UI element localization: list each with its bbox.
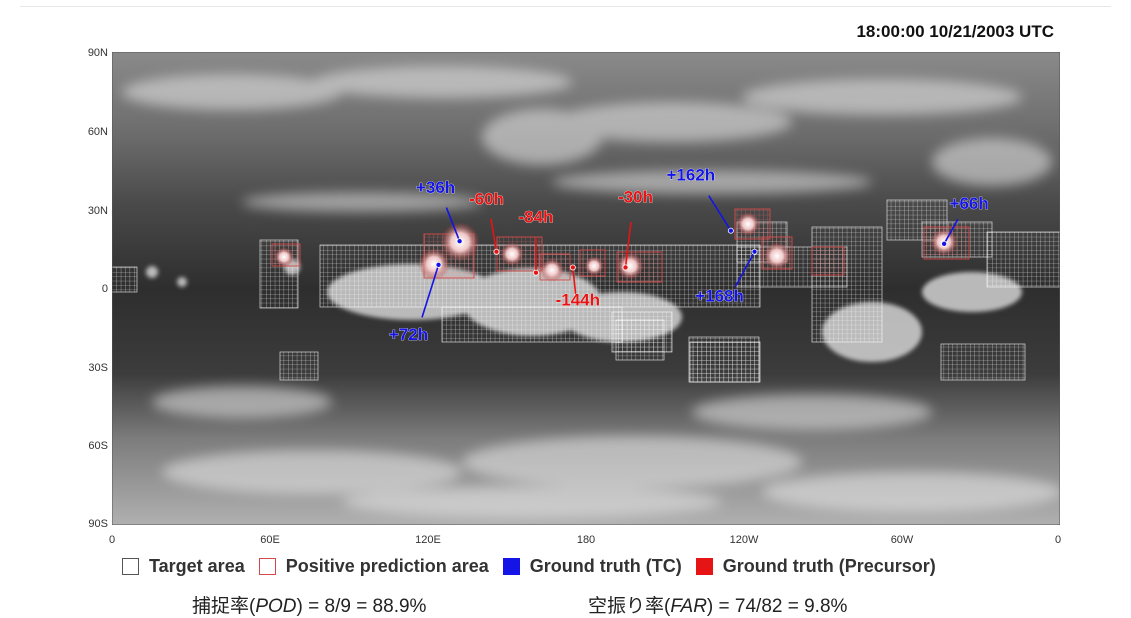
pod-value: ) = 8/9 = 88.9%: [296, 596, 427, 617]
precursor-marker: [569, 264, 576, 271]
tc-leader-line: [734, 251, 756, 288]
tc-leader-line: [943, 218, 959, 245]
far-abbr: FAR: [670, 596, 707, 617]
precursor-swatch: [695, 557, 713, 575]
tc-label: +72h: [389, 325, 428, 344]
y-tick-label: 0: [101, 283, 108, 295]
legend-positive-area: Positive prediction area: [258, 555, 489, 577]
precursor-marker: [532, 269, 539, 276]
precursor-label: -84h: [518, 208, 553, 227]
legend-ground-truth-tc: Ground truth (TC): [502, 555, 682, 577]
precursor-leader-line: [572, 267, 577, 295]
target-area-swatch: [122, 557, 139, 575]
x-tick-label: 120W: [729, 534, 759, 546]
precursor-marker: [622, 264, 629, 271]
tc-label: +36h: [416, 178, 455, 197]
precursor-marker: [493, 248, 500, 255]
y-tick-label: 60N: [87, 126, 108, 138]
tc-swatch: [502, 557, 520, 575]
precursor-label: -144h: [556, 290, 600, 309]
tc-label: +66h: [950, 194, 989, 213]
cloud-bands: [122, 66, 1060, 518]
x-tick-label: 60W: [890, 534, 914, 546]
pod-metric: 捕捉率(POD) = 8/9 = 88.9%: [192, 591, 426, 618]
top-divider: [20, 6, 1111, 7]
precursor-leader-line: [624, 221, 632, 268]
y-tick-label: 90N: [87, 47, 108, 59]
y-tick-label: 90S: [88, 518, 108, 530]
x-tick-label: 180: [576, 534, 596, 546]
legend-target-area: Target area: [122, 556, 245, 577]
tc-leader-line: [445, 207, 461, 242]
tc-marker: [435, 261, 442, 268]
precursor-label: -30h: [618, 187, 653, 206]
tc-label: +162h: [666, 166, 715, 185]
legend-label: Target area: [149, 555, 245, 576]
y-tick-label: 60S: [88, 440, 108, 452]
x-tick-label: 120E: [415, 534, 441, 546]
legend-label: Ground truth (TC): [529, 555, 682, 576]
far-prefix: 空振り率(: [588, 596, 671, 617]
tc-marker: [456, 238, 463, 245]
positive-area-swatch: [258, 557, 276, 575]
x-tick-label: 0: [1054, 534, 1062, 546]
far-value: ) = 74/82 = 9.8%: [706, 596, 848, 617]
x-tick-label: 0: [108, 534, 116, 546]
y-tick-label: 30S: [88, 362, 108, 374]
tc-marker: [727, 227, 734, 234]
timestamp: 18:00:00 10/21/2003 UTC: [856, 22, 1054, 41]
precursor-label: -60h: [469, 190, 504, 209]
legend-label: Ground truth (Precursor): [722, 555, 936, 576]
pod-abbr: POD: [255, 596, 297, 617]
legend: Target area Positive prediction area Gro…: [122, 553, 950, 579]
y-tick-label: 30N: [87, 205, 108, 217]
tc-marker: [941, 240, 948, 247]
tc-marker: [751, 248, 758, 255]
event-labels: +36h +72h +162h +168h +66h -60h -84h -30h -144h: [389, 165, 989, 344]
pod-prefix: 捕捉率(: [192, 596, 256, 617]
tc-leader-line: [421, 264, 440, 318]
far-metric: 空振り率(FAR) = 74/82 = 9.8%: [588, 591, 847, 618]
tc-label: +168h: [695, 287, 744, 306]
legend-ground-truth-precursor: Ground truth (Precursor): [695, 555, 936, 577]
x-tick-label: 60E: [260, 534, 280, 546]
precursor-leader-line: [490, 218, 498, 252]
satellite-map: +36h +72h +162h +168h +66h -60h -84h -30h -144h: [112, 52, 1060, 525]
tc-leader-line: [708, 195, 732, 232]
legend-label: Positive prediction area: [285, 555, 489, 576]
